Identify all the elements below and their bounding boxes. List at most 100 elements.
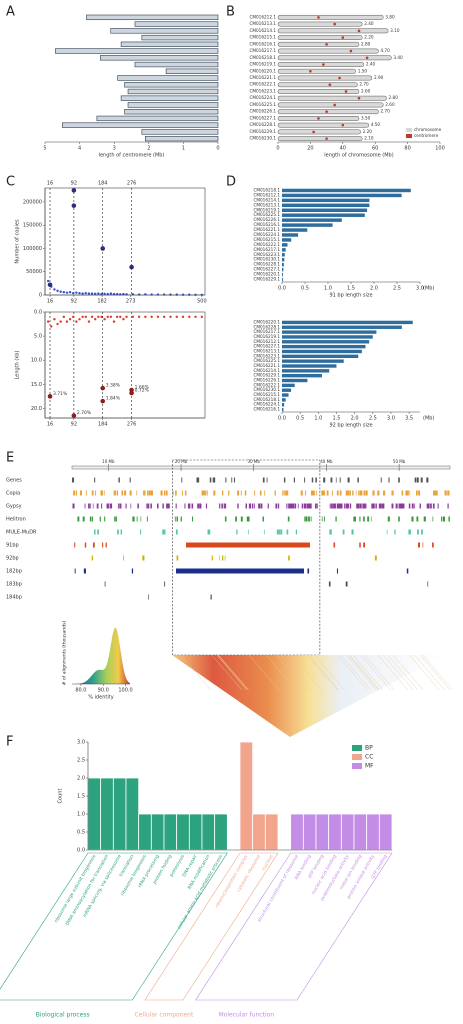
point bbox=[93, 292, 97, 296]
bar bbox=[282, 223, 333, 227]
y-tick-label: 2.5 bbox=[77, 758, 85, 764]
track-feature bbox=[111, 503, 113, 509]
track-feature bbox=[375, 503, 377, 509]
track-feature bbox=[372, 490, 375, 496]
track-feature bbox=[401, 490, 404, 496]
bar bbox=[366, 813, 380, 851]
track-feature bbox=[248, 503, 251, 509]
point-label: 2.70% bbox=[77, 410, 92, 416]
point bbox=[194, 315, 197, 319]
category-label: CM016224.1 bbox=[253, 232, 280, 237]
point bbox=[131, 315, 135, 319]
centromere bbox=[325, 137, 328, 140]
track-feature bbox=[136, 516, 138, 522]
bar bbox=[214, 813, 228, 851]
track-label: Helitron bbox=[6, 517, 26, 523]
track-feature bbox=[253, 503, 255, 509]
category-label: CM016218.1 bbox=[249, 55, 276, 60]
track-feature bbox=[448, 516, 450, 522]
track-feature bbox=[207, 529, 210, 535]
chromosome-bar bbox=[277, 75, 373, 81]
point bbox=[87, 320, 91, 323]
x-tick-label: 80 bbox=[404, 146, 410, 152]
chromosome-bar bbox=[277, 55, 392, 61]
track-feature bbox=[374, 555, 377, 561]
point bbox=[100, 315, 103, 319]
bar bbox=[127, 102, 219, 108]
category-label: CM016220.1 bbox=[249, 68, 276, 73]
y-tick-label: 1.0 bbox=[77, 812, 85, 818]
track-feature bbox=[417, 542, 421, 548]
track-feature bbox=[342, 529, 345, 535]
heatmap-line bbox=[422, 654, 453, 691]
category-label: CM016216.1 bbox=[249, 41, 276, 46]
track-feature bbox=[311, 477, 314, 483]
point bbox=[188, 315, 191, 319]
centromere bbox=[349, 49, 353, 53]
y-tick-label: 200000 bbox=[23, 199, 42, 205]
track-feature bbox=[287, 516, 290, 522]
centromere bbox=[325, 110, 328, 113]
track-feature bbox=[406, 568, 409, 574]
track-feature bbox=[147, 490, 149, 496]
track-feature bbox=[187, 503, 189, 509]
group-outline bbox=[195, 852, 393, 1001]
point bbox=[169, 315, 172, 319]
track-feature bbox=[359, 516, 361, 522]
track-feature bbox=[365, 503, 367, 509]
category-label: CM016218.1 bbox=[253, 397, 280, 402]
track-feature bbox=[304, 516, 306, 522]
track-feature bbox=[119, 503, 122, 509]
bar bbox=[282, 228, 308, 232]
bar-label: 2.40 bbox=[366, 62, 376, 67]
centromere bbox=[325, 43, 328, 46]
track-feature bbox=[322, 490, 324, 496]
chromosome-bar bbox=[277, 95, 387, 101]
track-feature bbox=[394, 529, 396, 535]
group-outline bbox=[0, 852, 228, 1001]
track-feature bbox=[351, 529, 354, 535]
track-feature bbox=[323, 477, 326, 483]
track-feature bbox=[293, 477, 295, 483]
track-feature bbox=[345, 503, 347, 509]
track-feature bbox=[358, 490, 360, 496]
chromosome-bar bbox=[277, 41, 360, 47]
bar bbox=[163, 813, 178, 851]
track-feature bbox=[72, 503, 75, 509]
track-feature bbox=[163, 490, 166, 496]
track-feature bbox=[349, 490, 351, 496]
bar bbox=[96, 115, 219, 122]
track-feature bbox=[105, 542, 107, 548]
scale-label: 10 Mb bbox=[102, 459, 115, 464]
track-feature bbox=[363, 516, 365, 522]
track-label: Copia bbox=[6, 491, 20, 497]
track-feature bbox=[371, 503, 374, 509]
track-feature bbox=[264, 490, 266, 496]
x-tick-label: 1.0 bbox=[314, 416, 322, 422]
track-feature bbox=[323, 516, 325, 522]
track-feature bbox=[201, 490, 204, 496]
track-feature bbox=[82, 516, 85, 522]
track-feature bbox=[357, 477, 359, 483]
category-label: CM016225.1 bbox=[253, 212, 280, 217]
track-feature bbox=[333, 542, 336, 548]
track-feature bbox=[414, 477, 416, 483]
centromere bbox=[344, 90, 348, 93]
track-feature bbox=[115, 516, 117, 522]
track-feature bbox=[174, 516, 176, 522]
point bbox=[100, 385, 106, 391]
heatmap-line bbox=[377, 654, 409, 691]
legend-label: BP bbox=[365, 745, 373, 752]
point-label: 1.66% bbox=[135, 385, 150, 391]
track-feature bbox=[408, 503, 411, 509]
category-label: CM016217.1 bbox=[253, 247, 280, 252]
track-feature bbox=[391, 503, 394, 509]
track-feature bbox=[100, 490, 103, 496]
track-feature bbox=[426, 477, 428, 483]
point bbox=[93, 318, 97, 321]
track-feature bbox=[146, 516, 148, 522]
point bbox=[46, 320, 50, 323]
track-feature bbox=[326, 490, 329, 496]
point bbox=[175, 315, 178, 319]
point bbox=[125, 315, 128, 319]
